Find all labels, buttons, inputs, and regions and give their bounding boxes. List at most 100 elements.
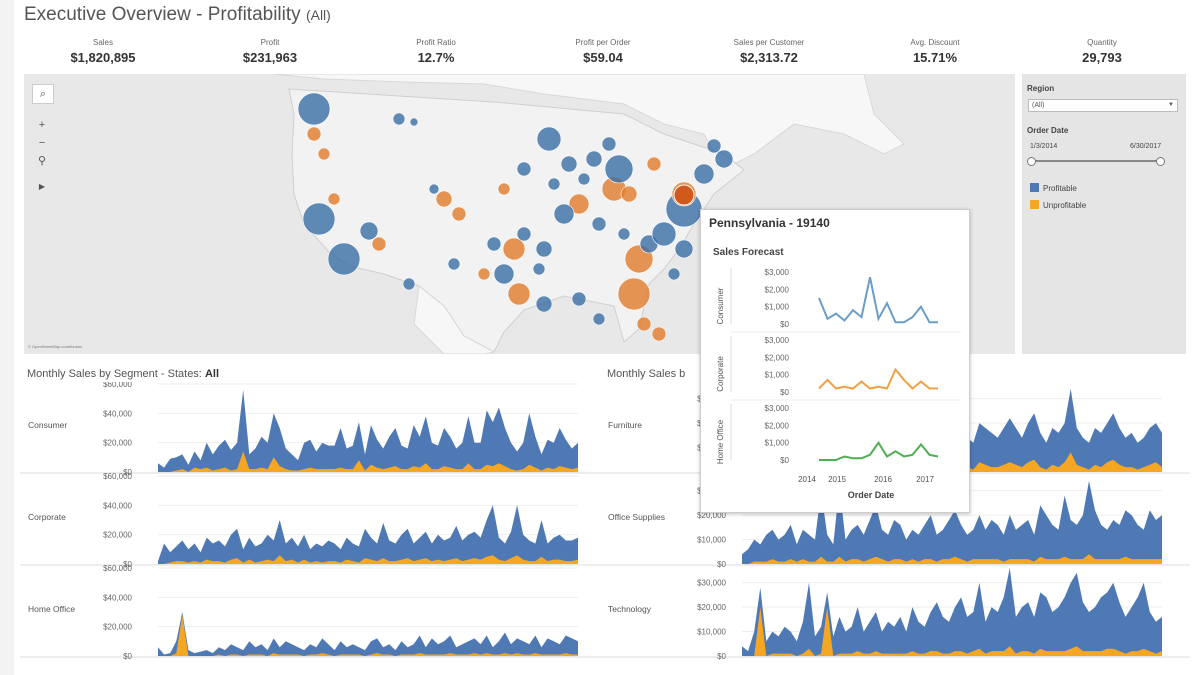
map-dot[interactable] [547,177,561,191]
map-dot[interactable] [617,277,651,311]
map-dot[interactable] [577,172,591,186]
forecast-line[interactable] [819,440,939,461]
kpi-sales[interactable]: Sales $1,820,895 [28,38,178,65]
kpi-avg-discount[interactable]: Avg. Discount 15.71% [860,38,1010,65]
map-dot[interactable] [651,221,677,247]
map-dot[interactable] [497,182,511,196]
map-dot[interactable] [651,326,667,342]
map-dot[interactable] [359,221,379,241]
map-dot[interactable] [486,236,502,252]
region-dropdown[interactable]: (All) ▼ [1028,99,1178,112]
map-dot[interactable] [620,185,638,203]
kpi-profit-per-order[interactable]: Profit per Order $59.04 [528,38,678,65]
map-dot[interactable] [409,117,419,127]
kpi-profit-ratio[interactable]: Profit Ratio 12.7% [361,38,511,65]
map-dot[interactable] [714,149,734,169]
map-dot[interactable] [302,202,336,236]
axis-tick-label: $20,000 [103,531,132,540]
map-dot[interactable] [532,262,546,276]
map-dot[interactable] [667,267,681,281]
map-dot[interactable] [592,312,606,326]
slider-handle-end[interactable] [1156,157,1165,166]
map-dot[interactable] [477,267,491,281]
map-dot[interactable] [646,156,662,172]
tooltip-tick-label: $0 [780,320,789,329]
map-dot[interactable] [601,136,617,152]
map-dot[interactable] [516,226,532,242]
profit-area[interactable] [158,555,578,564]
map-dot[interactable] [604,154,634,184]
profit-area[interactable] [742,607,1162,656]
sales-area[interactable] [742,480,1162,564]
map-dot[interactable] [502,237,526,261]
axis-tick-label: $10,000 [697,536,726,545]
sales-area[interactable] [158,505,578,564]
tooltip-tick-label: $1,000 [765,439,790,448]
map-dot[interactable] [535,240,553,258]
map-dot[interactable] [568,193,590,215]
map-dot[interactable] [327,192,341,206]
pan-arrow-icon[interactable]: ▶ [38,182,46,191]
map-dot[interactable] [571,291,587,307]
map-dot[interactable] [693,163,715,185]
map-dot[interactable] [493,263,515,285]
date-start: 1/3/2014 [1030,143,1058,150]
profit-area[interactable] [158,451,578,473]
kpi-profit[interactable]: Profit $231,963 [195,38,345,65]
map-dot[interactable] [560,155,578,173]
map-dot[interactable] [428,183,440,195]
map-dot[interactable] [451,206,467,222]
map-dot[interactable] [706,138,722,154]
map-dot[interactable] [674,239,694,259]
zoom-in-icon[interactable]: + [38,119,46,131]
highlighted-dot[interactable] [673,184,695,206]
map-dot[interactable] [617,227,631,241]
map-dot[interactable] [591,216,607,232]
axis-tick-label: $0 [123,560,132,569]
tooltip-x-tick: 2017 [916,475,934,484]
map-dot[interactable] [553,203,575,225]
tooltip-subtitle: Sales Forecast [713,247,784,258]
tooltip-x-tick: 2014 [798,475,816,484]
map-dot[interactable] [516,161,532,177]
map-dot[interactable] [392,112,406,126]
sales-area[interactable] [158,389,578,472]
axis-tick-label: $60,000 [103,564,132,573]
map-dot[interactable] [536,126,562,152]
kpi-sales-per-customer[interactable]: Sales per Customer $2,313.72 [694,38,844,65]
forecast-line[interactable] [818,367,938,390]
map-dot[interactable] [507,282,531,306]
map-dot[interactable] [306,126,322,142]
segment-section-title: Monthly Sales by Segment - States: All [27,368,219,380]
kpi-quantity[interactable]: Quantity 29,793 [1027,38,1177,65]
map-dot[interactable] [297,92,331,126]
map-dot[interactable] [402,277,416,291]
map-dot[interactable] [435,190,453,208]
kpi-label: Avg. Discount [910,38,960,47]
row-label: Furniture [608,420,642,430]
map-dot[interactable] [327,242,361,276]
pin-icon[interactable]: ⚲ [37,155,47,167]
axis-tick-label: $40,000 [103,409,132,418]
date-range-slider[interactable] [1027,157,1165,166]
tooltip-x-tick: 2015 [828,475,846,484]
map-dot[interactable] [585,150,603,168]
search-icon[interactable]: ⌕ [32,84,54,104]
map-dot[interactable] [535,295,553,313]
zoom-out-icon[interactable]: − [38,137,46,149]
profit-area[interactable] [742,554,1162,564]
legend-profitable[interactable]: Profitable [1030,183,1077,193]
map-dot[interactable] [371,236,387,252]
kpi-value: 12.7% [417,50,455,65]
kpi-value: $1,820,895 [70,50,136,65]
sales-area[interactable] [158,612,578,656]
legend-unprofitable[interactable]: Unprofitable [1030,200,1086,210]
map-dot[interactable] [636,316,652,332]
kpi-label: Quantity [1087,38,1117,47]
sales-area[interactable] [742,568,1162,656]
tooltip-tick-label: $0 [780,456,789,465]
map-dot[interactable] [317,147,331,161]
forecast-line[interactable] [818,276,938,324]
slider-handle-start[interactable] [1027,157,1036,166]
map-dot[interactable] [447,257,461,271]
